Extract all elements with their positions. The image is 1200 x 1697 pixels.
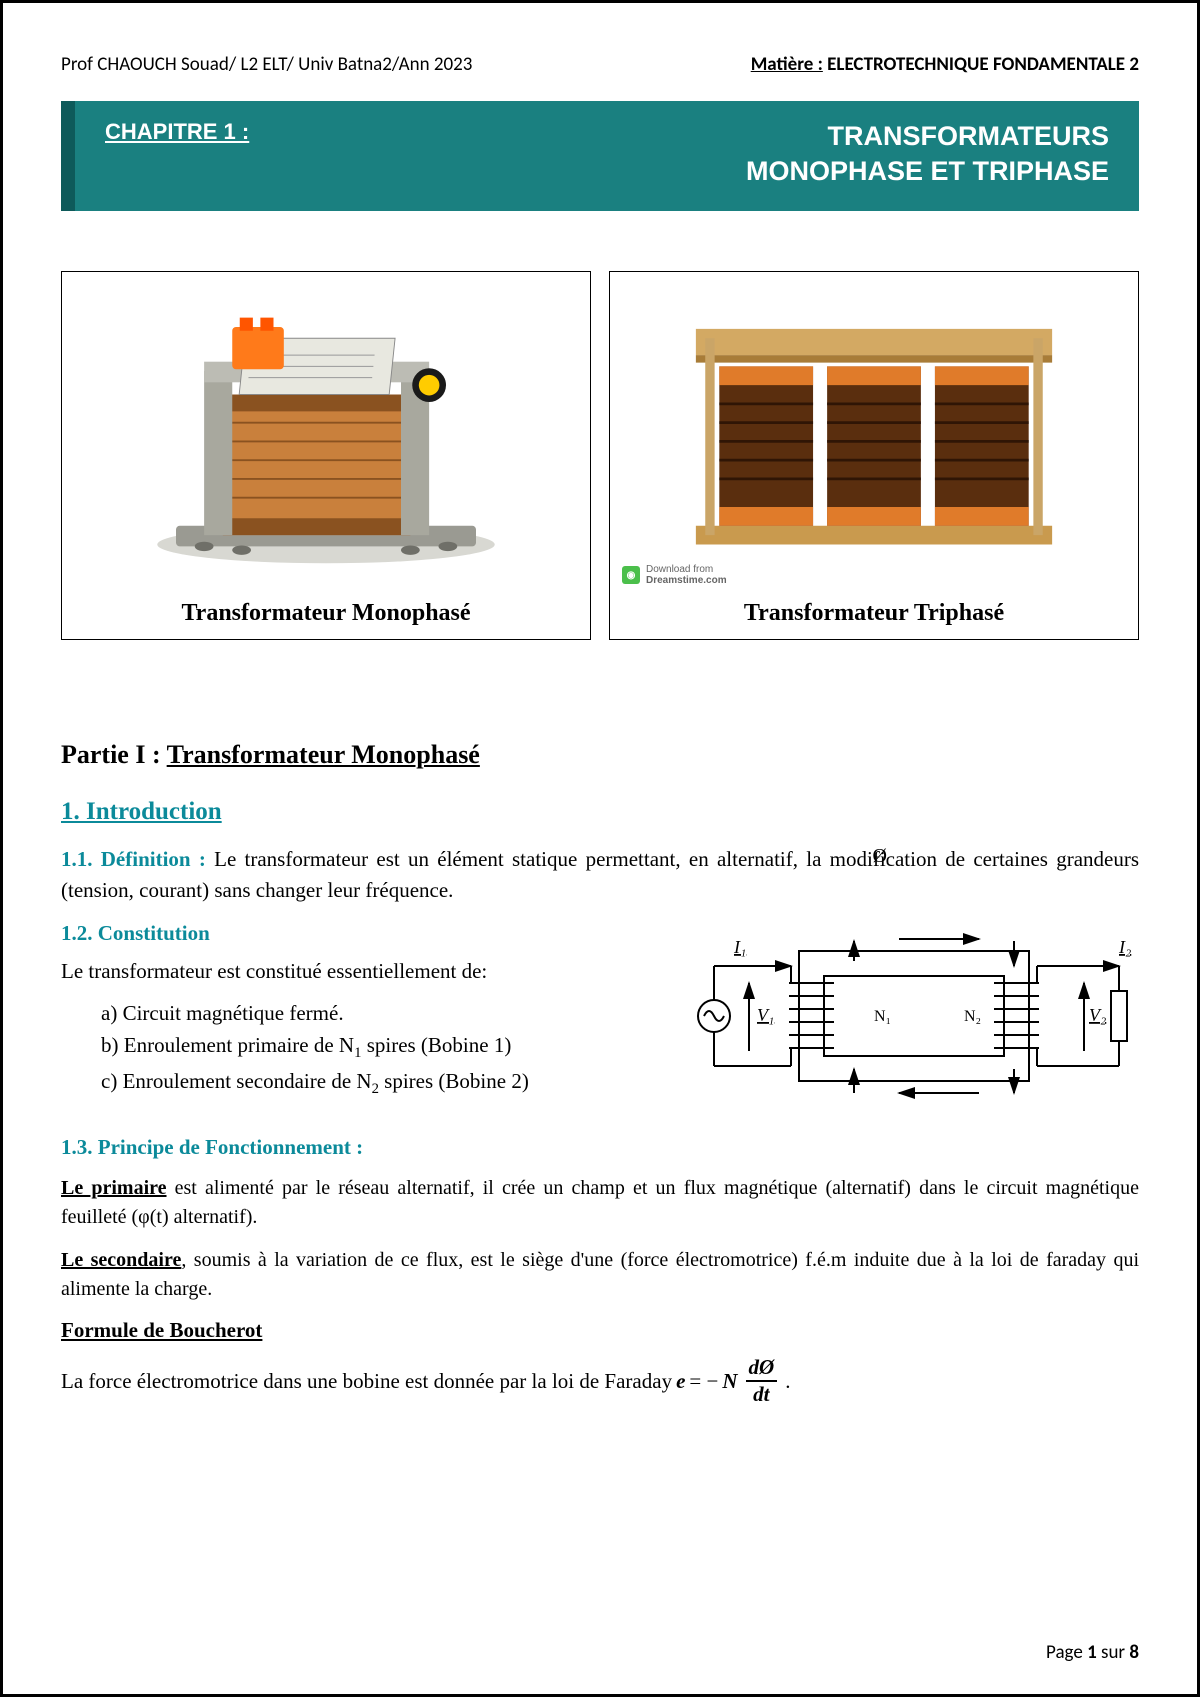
footer-current: 1 (1087, 1641, 1097, 1664)
label-I1: I₁ (733, 937, 746, 957)
primaire-bold: Le primaire (61, 1177, 167, 1199)
figure-monophase: Transformateur Monophasé (61, 271, 591, 640)
primaire-rest: est alimenté par le réseau alternatif, i… (61, 1177, 1139, 1228)
figure-monophase-caption: Transformateur Monophasé (62, 592, 590, 639)
chapter-title: TRANSFORMATEURS MONOPHASE ET TRIPHASE (746, 119, 1109, 189)
constitution-intro: Le transformateur est constitué essentie… (61, 956, 661, 986)
header-left: Prof CHAOUCH Souad/ L2 ELT/ Univ Batna2/… (61, 53, 472, 76)
part1-title: Partie I : Transformateur Monophasé (61, 740, 1139, 770)
faraday-line: La force électromotrice dans une bobine … (61, 1357, 1139, 1405)
figure-triphase: ◉ Download from Dreamstime.com Transform… (609, 271, 1139, 640)
watermark-left: ◉ Download from Dreamstime.com (622, 564, 727, 586)
figure-monophase-image (62, 272, 590, 592)
primaire-paragraph: Le primaire est alimenté par le réseau a… (61, 1174, 1139, 1232)
footer-total: 8 (1129, 1641, 1139, 1664)
faraday-fraction: dØ dt (746, 1357, 778, 1405)
header-matiere-label: Matière : (751, 53, 823, 76)
document-page: Prof CHAOUCH Souad/ L2 ELT/ Univ Batna2/… (0, 0, 1200, 1697)
faraday-N: N (722, 1369, 737, 1394)
part1-underlined: Transformateur Monophasé (167, 740, 480, 769)
label-N2: N₂ (964, 1008, 981, 1025)
watermark-site: Dreamstime.com (646, 575, 727, 586)
definition-text: Le transformateur est un élément statiqu… (61, 847, 1139, 901)
faraday-den: dt (753, 1382, 769, 1405)
definition-block: 1.1. Définition : Le transformateur est … (61, 844, 1139, 905)
principe-head: 1.3. Principe de Fonctionnement : (61, 1135, 1139, 1160)
label-I2: I₂ (1118, 937, 1131, 957)
phi-symbol: Ø (873, 845, 887, 868)
secondaire-bold: Le secondaire (61, 1249, 181, 1271)
label-V1: V₁ (757, 1005, 774, 1025)
figure-triphase-image: ◉ Download from Dreamstime.com (610, 272, 1138, 592)
list-item: c) Enroulement secondaire de N2 spires (… (101, 1065, 661, 1101)
boucherot-title: Formule de Boucherot (61, 1318, 1139, 1343)
label-N1: N₁ (874, 1008, 891, 1025)
page-header: Prof CHAOUCH Souad/ L2 ELT/ Univ Batna2/… (61, 53, 1139, 76)
footer-mid: sur (1097, 1641, 1130, 1664)
chapter-title-line2: MONOPHASE ET TRIPHASE (746, 154, 1109, 189)
faraday-num: dØ (746, 1357, 778, 1382)
secondaire-paragraph: Le secondaire, soumis à la variation de … (61, 1246, 1139, 1304)
header-right: Matière : ELECTROTECHNIQUE FONDAMENTALE … (751, 53, 1139, 76)
secondaire-rest: , soumis à la variation de ce flux, est … (61, 1249, 1139, 1300)
dreamstime-icon: ◉ (622, 566, 640, 584)
watermark-dl: Download from (646, 564, 713, 575)
chapter-title-line1: TRANSFORMATEURS (746, 119, 1109, 154)
definition-head: 1.1. Définition : (61, 847, 214, 871)
transformer-schematic-icon: I₁ I₂ V₁ V₂ N₁ N₂ (679, 921, 1139, 1121)
transformer-triphase-icon (620, 282, 1128, 582)
header-matiere-value: ELECTROTECHNIQUE FONDAMENTALE 2 (823, 53, 1139, 76)
faraday-e: e (676, 1369, 685, 1394)
faraday-text: La force électromotrice dans une bobine … (61, 1369, 672, 1394)
part1-prefix: Partie I : (61, 740, 167, 769)
constitution-head: 1.2. Constitution (61, 921, 661, 946)
footer-prefix: Page (1046, 1641, 1087, 1664)
list-item: a) Circuit magnétique fermé. (101, 997, 661, 1030)
chapter-banner: CHAPITRE 1 : TRANSFORMATEURS MONOPHASE E… (61, 101, 1139, 211)
figures-row: Transformateur Monophasé (61, 271, 1139, 640)
constitution-left: 1.2. Constitution Le transformateur est … (61, 921, 661, 1101)
transformer-monophase-icon (72, 282, 580, 582)
list-item: b) Enroulement primaire de N1 spires (Bo… (101, 1029, 661, 1065)
constitution-wrap: 1.2. Constitution Le transformateur est … (61, 921, 1139, 1121)
faraday-eq: = − (689, 1369, 718, 1394)
section-1-heading: 1. Introduction (61, 798, 1139, 826)
label-V2: V₂ (1089, 1005, 1106, 1025)
constitution-list: a) Circuit magnétique fermé. b) Enroulem… (61, 997, 661, 1101)
chapter-label: CHAPITRE 1 : (105, 119, 249, 145)
page-footer: Page 1 sur 8 (1046, 1641, 1139, 1664)
constitution-diagram: I₁ I₂ V₁ V₂ N₁ N₂ (679, 921, 1139, 1121)
figure-triphase-caption: Transformateur Triphasé (610, 592, 1138, 639)
faraday-dot: . (785, 1369, 790, 1394)
